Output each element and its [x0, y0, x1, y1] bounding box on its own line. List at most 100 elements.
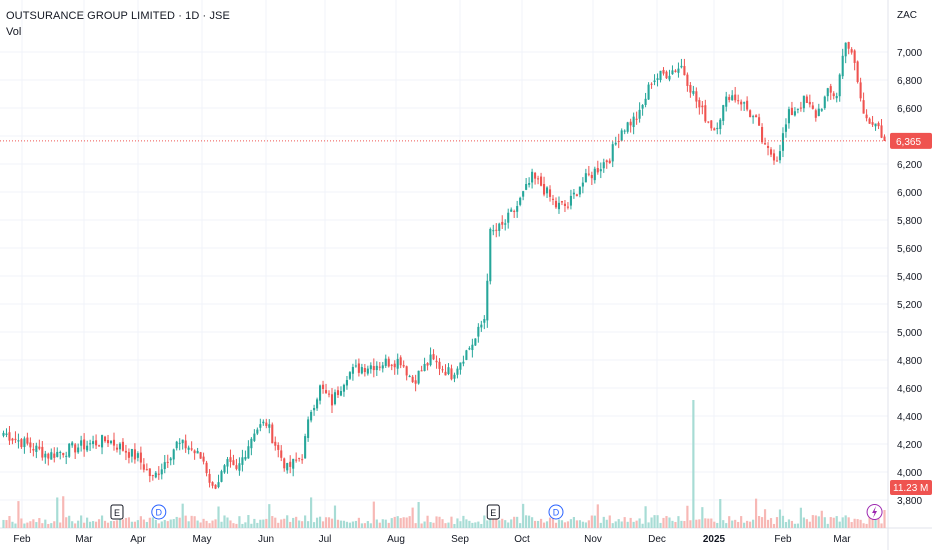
candle-body	[483, 318, 486, 323]
volume-bar	[315, 517, 319, 528]
price-tick-label: 5,600	[897, 244, 922, 255]
volume-bar	[829, 517, 832, 528]
volume-bar	[354, 520, 357, 528]
candles	[2, 41, 886, 490]
volume-bar	[80, 515, 83, 528]
candle-body	[154, 472, 157, 478]
candle-body	[880, 125, 883, 138]
candle-body	[265, 422, 268, 426]
volume-bar	[480, 523, 483, 528]
candle-body	[50, 452, 53, 460]
dividend-marker[interactable]: D	[151, 504, 167, 520]
candle-body	[139, 452, 142, 463]
candle-body	[169, 458, 172, 461]
volume-bar	[492, 511, 495, 528]
candle-body	[217, 482, 220, 488]
volume-bar	[862, 523, 865, 528]
candle-body	[74, 444, 77, 453]
candle-body	[668, 75, 671, 80]
candle-body	[474, 338, 477, 346]
volume-bar	[775, 517, 779, 528]
candle-body	[38, 446, 41, 449]
candle-body	[665, 71, 668, 79]
volume-bar	[148, 517, 151, 528]
volume-bar	[528, 515, 531, 528]
candle-body	[429, 354, 432, 366]
lightning-icon[interactable]	[866, 504, 883, 520]
volume-bar	[859, 519, 862, 528]
candle-body	[8, 432, 11, 441]
volume-bar	[283, 518, 286, 528]
chart-title[interactable]: OUTSURANCE GROUP LIMITED · 1D · JSE	[6, 10, 230, 22]
volume-bar	[796, 523, 799, 528]
candle-body	[486, 280, 489, 321]
candle-body	[635, 118, 638, 120]
candle-body	[157, 473, 160, 475]
candle-body	[211, 482, 214, 486]
volume-bar	[405, 517, 408, 528]
candle-body	[115, 447, 119, 450]
volume-bar	[605, 519, 608, 528]
volume-bar	[160, 521, 163, 528]
volume-bar	[531, 517, 534, 528]
candle-body	[20, 439, 23, 448]
volume-bar	[321, 521, 325, 528]
price-axis[interactable]: 3,800 4,000 4,200 4,400 4,600 4,800 5,000 5,200…	[897, 48, 922, 507]
volume-bar	[136, 520, 139, 528]
candle-body	[360, 367, 363, 374]
candle-body	[650, 83, 653, 85]
candle-body	[166, 461, 169, 463]
candle-body	[808, 101, 811, 105]
volume-bar	[644, 506, 647, 528]
candle-body	[336, 390, 340, 395]
candle-body	[829, 86, 832, 93]
dividend-marker[interactable]: D	[548, 504, 564, 520]
candle-body	[740, 101, 743, 105]
currency-label[interactable]: ZAC	[897, 10, 917, 21]
volume-indicator-label[interactable]: Vol	[6, 26, 22, 38]
candle-body	[247, 446, 250, 459]
price-tick-label: 4,400	[897, 412, 922, 423]
candle-body	[280, 450, 283, 458]
volume-bar	[238, 516, 241, 528]
candle-body	[826, 88, 829, 97]
volume-bar	[659, 522, 662, 528]
volume-bar	[26, 522, 29, 528]
volume-bar	[683, 521, 686, 528]
volume-bar	[163, 519, 166, 528]
candle-body	[342, 384, 345, 392]
candle-body	[578, 186, 581, 195]
candle-body	[319, 385, 322, 401]
time-axis[interactable]: Feb Mar Apr May Jun Jul Aug Sep Oct Nov Dec 2025 Feb…	[13, 534, 851, 545]
candle-body	[611, 144, 614, 162]
price-tick-label: 4,800	[897, 356, 922, 367]
volume-bar	[74, 523, 77, 528]
candle-body	[620, 130, 623, 141]
time-tick-label: Aug	[387, 534, 405, 545]
price-tick-label: 5,000	[897, 328, 922, 339]
volume-bar	[274, 517, 277, 528]
earnings-marker[interactable]: E	[110, 504, 124, 520]
earnings-marker[interactable]: E	[486, 504, 500, 520]
candle-body	[435, 360, 438, 363]
volume-bar	[17, 501, 20, 528]
volume-bar	[465, 519, 468, 528]
candle-body	[175, 441, 178, 449]
candle-body	[322, 384, 325, 390]
candle-body	[98, 445, 101, 447]
volume-bar	[554, 522, 558, 528]
candle-body	[787, 109, 790, 124]
candle-body	[226, 459, 229, 467]
volume-bar	[244, 522, 247, 528]
candle-body	[856, 61, 859, 82]
volume-bar	[674, 521, 677, 528]
candle-body	[250, 438, 253, 449]
volume-bar	[121, 519, 125, 528]
candle-body	[163, 462, 166, 470]
volume-bar	[856, 519, 859, 528]
candle-body	[5, 433, 8, 435]
candle-body	[644, 98, 647, 105]
volume-bar	[447, 522, 450, 528]
candle-body	[743, 102, 746, 104]
